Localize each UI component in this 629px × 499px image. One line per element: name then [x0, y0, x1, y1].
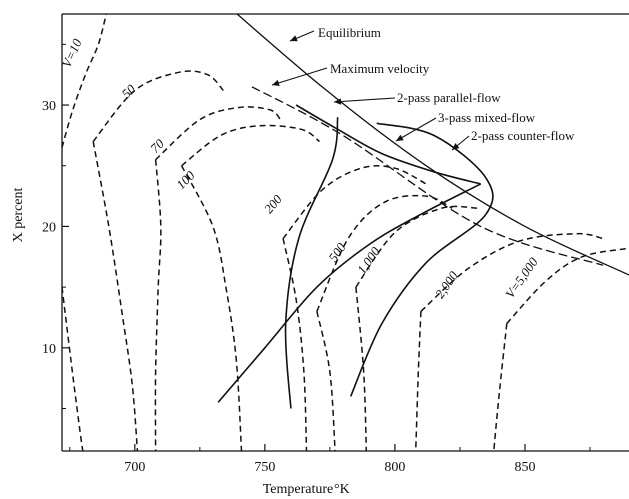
equilibrium-line [236, 14, 629, 276]
x-tick-label-2: 800 [384, 460, 405, 475]
rate-contour-7 [420, 232, 604, 312]
x-tick-label-0: 700 [124, 460, 145, 475]
x-axis-label: Temperature [263, 482, 334, 497]
rate-label-8: V=5,000 [502, 254, 541, 301]
rate-contour-4 [282, 165, 427, 240]
rate-contour-0-lower [62, 287, 84, 451]
annotation-arrowhead-2 [334, 98, 342, 105]
max-velocity-line [251, 86, 604, 266]
rate-contour-3-lower [180, 165, 243, 451]
rate-contour-6 [355, 205, 479, 288]
rate-label-7: 2,000 [432, 268, 461, 301]
annotation-leader-3 [395, 117, 437, 142]
rate-contour-2-lower [154, 159, 162, 451]
mixed-flow-annotation: 3-pass mixed-flow [438, 110, 536, 125]
rate-contour-8 [506, 247, 629, 325]
rate-contour-7-lower [414, 311, 422, 451]
reactor-path-1 [295, 104, 481, 185]
x-tick-label-1: 750 [254, 460, 275, 475]
x-tick-label-3: 850 [514, 460, 535, 475]
x-axis-unit: °K [334, 482, 350, 497]
y-tick-label-0: 10 [42, 342, 56, 357]
y-axis-label: X percent [11, 187, 26, 242]
annotation-arrowhead-4 [452, 143, 460, 150]
equilibrium-annotation: Equilibrium [318, 25, 381, 40]
rate-contour-8-lower [493, 323, 508, 451]
rate-label-4: 200 [261, 191, 285, 216]
max-velocity-annotation: Maximum velocity [330, 61, 430, 76]
rate-contour-5-lower [316, 311, 336, 451]
parallel-flow-annotation: 2-pass parallel-flow [397, 90, 501, 105]
rate-contour-1 [92, 70, 224, 142]
annotation-arrowhead-1 [272, 79, 280, 86]
annotation-leader-1 [271, 67, 328, 86]
rate-contour-4-lower [282, 238, 308, 451]
annotation-arrowhead-3 [396, 134, 404, 141]
rate-contour-2 [155, 106, 282, 161]
annotation-leader-2 [333, 97, 396, 103]
rate-label-6: 1,000 [354, 244, 383, 277]
rate-contour-0 [62, 14, 107, 148]
reactor-path-2 [284, 117, 339, 409]
reactor-path-0 [217, 183, 482, 403]
rate-contour-3 [181, 124, 320, 167]
rate-label-2: 70 [147, 136, 167, 156]
rate-contour-6-lower [355, 287, 368, 451]
y-tick-label-2: 30 [42, 99, 56, 114]
annotation-arrowhead-0 [290, 35, 298, 42]
y-tick-label-1: 20 [42, 220, 56, 235]
rate-contour-1-lower [92, 141, 139, 451]
rate-label-3: 100 [173, 167, 198, 192]
counter-flow-annotation: 2-pass counter-flow [471, 128, 575, 143]
reactor-path-3 [349, 122, 494, 397]
plot-content [62, 14, 629, 451]
rate-label-0: V=10 [59, 36, 85, 70]
rate-label-1: 50 [119, 81, 139, 101]
